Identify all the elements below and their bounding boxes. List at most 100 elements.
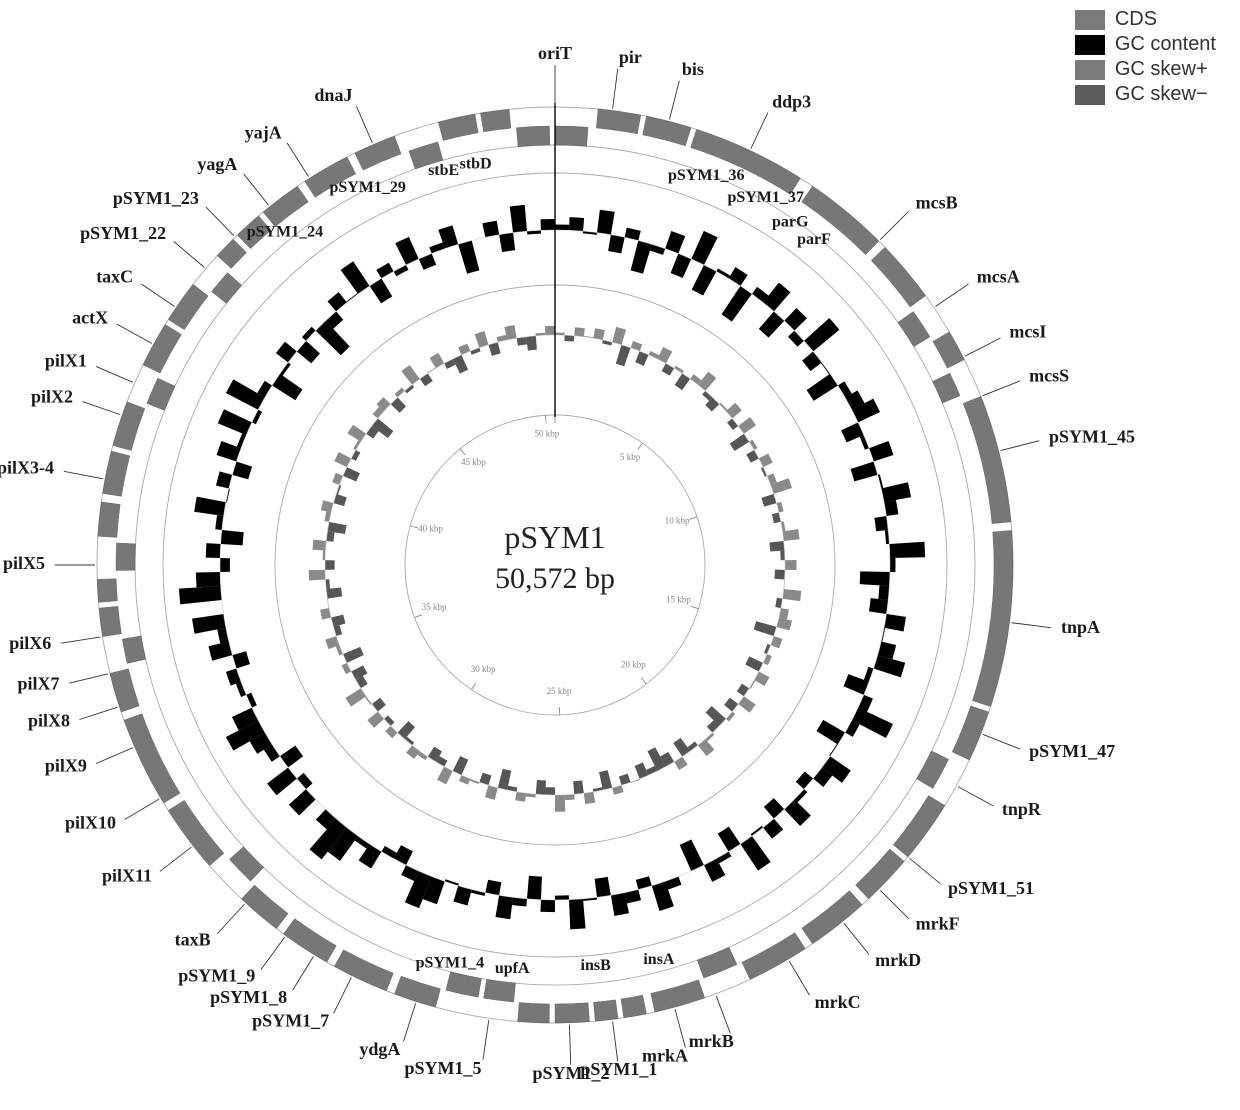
gene-label-tick bbox=[1001, 441, 1040, 451]
gene-label-tick bbox=[1011, 623, 1051, 628]
axis-label: 15 kbp bbox=[666, 595, 691, 605]
cds-segment bbox=[98, 502, 120, 538]
skew-bin bbox=[555, 795, 565, 812]
skew-bin bbox=[738, 696, 755, 712]
skew-bin bbox=[749, 680, 755, 689]
cds-segment bbox=[103, 451, 130, 496]
gene-label-tick bbox=[64, 471, 103, 478]
gc-bin bbox=[346, 293, 358, 302]
gc-bin bbox=[280, 746, 303, 768]
axis-label: 30 kbp bbox=[471, 664, 496, 674]
gc-bin bbox=[788, 331, 804, 347]
gc-bin bbox=[218, 409, 252, 435]
gene-label: taxC bbox=[96, 266, 133, 286]
cds-segment bbox=[484, 979, 516, 1002]
cds-segment bbox=[893, 796, 945, 857]
gene-label: pSYM1_23 bbox=[113, 188, 199, 208]
gc-bin bbox=[327, 292, 346, 311]
skew-bin bbox=[420, 373, 433, 386]
gc-bin bbox=[206, 543, 221, 558]
skew-bin bbox=[470, 348, 480, 355]
skew-bin bbox=[657, 347, 672, 364]
gc-bin bbox=[555, 225, 569, 231]
gene-label-inner: pSYM1_36 bbox=[668, 167, 744, 184]
legend-label: GC content bbox=[1115, 33, 1216, 56]
gene-label: mcsB bbox=[916, 193, 958, 213]
cds-segment bbox=[99, 606, 121, 636]
gene-label-tick bbox=[613, 69, 618, 109]
gc-bin bbox=[680, 839, 704, 871]
gc-bin bbox=[216, 471, 232, 488]
gene-label: mcsA bbox=[977, 266, 1020, 286]
cds-segment bbox=[898, 311, 930, 346]
skew-bin bbox=[309, 570, 326, 581]
gc-bin bbox=[763, 819, 783, 839]
cds-segment bbox=[110, 669, 139, 712]
gene-label-tick bbox=[261, 937, 285, 969]
gc-bin bbox=[784, 308, 807, 331]
cds-segment bbox=[481, 109, 511, 132]
gc-bin bbox=[884, 614, 906, 632]
gc-bin bbox=[869, 598, 888, 614]
gene-label: pSYM1_7 bbox=[252, 1010, 329, 1030]
cds-segment bbox=[596, 109, 641, 134]
gene-label-inner: parF bbox=[797, 231, 831, 248]
gc-bin bbox=[419, 254, 436, 270]
gc-bin bbox=[527, 876, 542, 900]
skew-bin bbox=[612, 327, 626, 345]
legend-box: CDS GC content GC skew+ GC skew− bbox=[1075, 6, 1216, 108]
cds-segment bbox=[229, 847, 263, 882]
gene-label-inner: parG bbox=[772, 214, 809, 231]
gc-bin bbox=[691, 231, 717, 265]
legend-item-cds: CDS bbox=[1075, 8, 1216, 31]
gc-bin bbox=[196, 572, 221, 588]
gene-label: pilX10 bbox=[65, 813, 116, 833]
gc-bin bbox=[829, 744, 838, 756]
gene-label: pilX2 bbox=[31, 386, 73, 406]
cds-segment bbox=[113, 402, 145, 451]
gene-label: pSYM1_9 bbox=[178, 966, 255, 986]
skew-bin bbox=[754, 621, 777, 636]
axis-label: 45 kbp bbox=[461, 457, 486, 467]
gene-label-tick bbox=[958, 787, 993, 806]
skew-bin bbox=[746, 450, 759, 463]
legend-swatch bbox=[1075, 85, 1105, 105]
skew-bin bbox=[573, 780, 584, 794]
skew-bin bbox=[769, 541, 784, 552]
gene-label-inner: pSYM1_24 bbox=[247, 224, 323, 241]
cds-segment bbox=[168, 800, 224, 865]
gene-label-tick bbox=[983, 734, 1020, 749]
skew-bin bbox=[391, 397, 406, 412]
cds-segment bbox=[241, 885, 288, 929]
gene-label: pSYM1_22 bbox=[80, 223, 166, 243]
cds-segment bbox=[697, 947, 737, 978]
gc-bin bbox=[704, 859, 725, 882]
cds-segment bbox=[518, 1003, 550, 1023]
skew-bin bbox=[616, 345, 631, 367]
skew-bin bbox=[401, 365, 419, 385]
legend-item-gc: GC content bbox=[1075, 33, 1216, 56]
gc-bin bbox=[595, 877, 611, 897]
gc-bin bbox=[821, 362, 830, 374]
axis-tick bbox=[691, 606, 699, 608]
gene-label-tick bbox=[82, 402, 120, 415]
gene-label-tick bbox=[356, 106, 372, 143]
gc-bin bbox=[302, 327, 316, 341]
skew-bin bbox=[367, 712, 384, 728]
gc-bin bbox=[232, 651, 250, 668]
axis-label: 40 kbp bbox=[418, 523, 443, 533]
skew-bin bbox=[398, 721, 416, 739]
gene-label-tick bbox=[675, 1009, 685, 1048]
cds-segment bbox=[446, 972, 482, 997]
gc-bin bbox=[860, 571, 890, 586]
gc-bin bbox=[890, 558, 896, 572]
gene-label-inner: upfA bbox=[495, 960, 530, 977]
gene-label-tick bbox=[206, 207, 234, 236]
skew-bin bbox=[332, 473, 343, 485]
gene-label-tick bbox=[716, 996, 730, 1033]
axis-tick bbox=[641, 678, 646, 684]
gene-label: pilX6 bbox=[9, 633, 51, 653]
gc-bin bbox=[289, 789, 316, 815]
gene-label-inner: stbE bbox=[428, 162, 459, 179]
axis-tick bbox=[638, 443, 643, 450]
